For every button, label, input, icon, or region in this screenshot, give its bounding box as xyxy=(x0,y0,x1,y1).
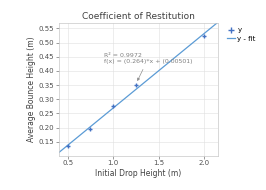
Legend: y, y - fit: y, y - fit xyxy=(226,26,257,42)
X-axis label: Initial Drop Height (m): Initial Drop Height (m) xyxy=(95,169,181,178)
Point xyxy=(111,105,115,108)
Title: Coefficient of Restitution: Coefficient of Restitution xyxy=(82,12,195,21)
Text: R² = 0.9972
f(x) = (0.264)*x + (0.00501): R² = 0.9972 f(x) = (0.264)*x + (0.00501) xyxy=(104,52,193,80)
Point xyxy=(65,144,70,147)
Y-axis label: Average Bounce Height (m): Average Bounce Height (m) xyxy=(27,36,36,142)
Point xyxy=(134,84,138,87)
Point xyxy=(202,34,207,37)
Point xyxy=(88,127,93,131)
